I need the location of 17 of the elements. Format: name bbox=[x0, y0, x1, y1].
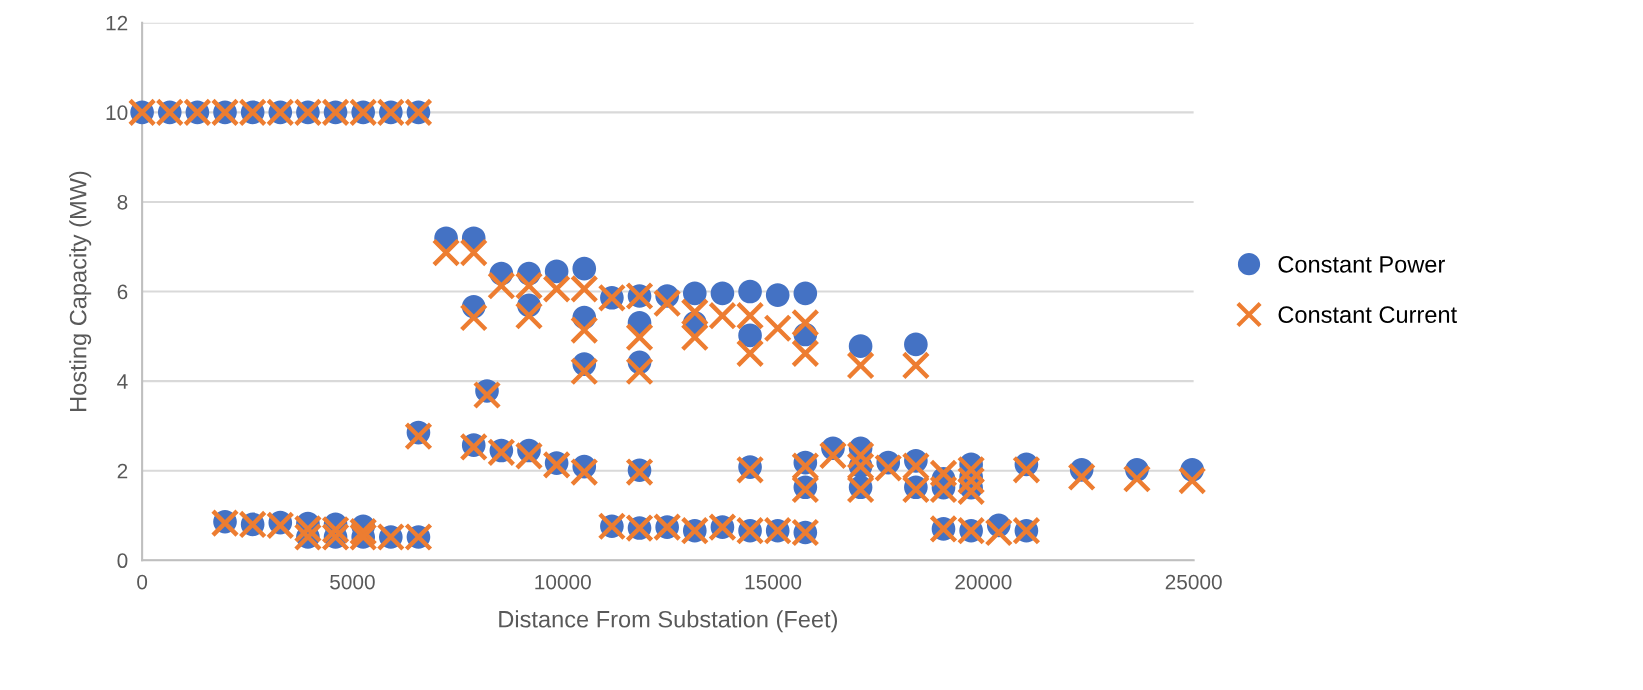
x-tick-label: 15000 bbox=[745, 574, 802, 590]
legend-label: Constant Current bbox=[1278, 306, 1457, 324]
x-tick-label: 10000 bbox=[535, 574, 591, 590]
legend-label: Constant Power bbox=[1278, 255, 1445, 273]
y-tick-label: 12 bbox=[106, 15, 128, 31]
y-tick-label: 6 bbox=[117, 284, 128, 300]
y-tick-label: 4 bbox=[117, 374, 128, 389]
x-tick-label: 25000 bbox=[1165, 574, 1222, 590]
x-tick-label: 5000 bbox=[330, 574, 375, 590]
y-tick-label: 8 bbox=[117, 194, 128, 210]
y-tick-label: 0 bbox=[117, 553, 128, 569]
x-tick-label: 20000 bbox=[955, 574, 1012, 590]
y-tick-label: 2 bbox=[117, 463, 128, 479]
y-axis-title: Hosting Capacity (MW) bbox=[69, 171, 92, 411]
y-tick-label: 10 bbox=[106, 105, 128, 121]
x-axis-title: Distance From Substation (Feet) bbox=[499, 610, 838, 633]
x-tick-label: 0 bbox=[137, 574, 148, 590]
